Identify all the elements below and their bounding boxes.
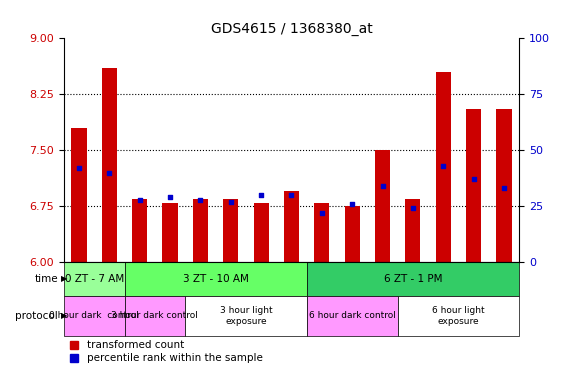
Bar [307, 296, 398, 336]
Bar [125, 296, 185, 336]
Text: 3 ZT - 10 AM: 3 ZT - 10 AM [183, 274, 248, 284]
Point [469, 176, 478, 182]
Bar [436, 72, 451, 262]
Text: 3 hour light
exposure: 3 hour light exposure [220, 306, 272, 326]
Bar [307, 262, 519, 296]
Text: time: time [34, 274, 58, 284]
Text: 0 hour dark  control: 0 hour dark control [49, 311, 139, 320]
Bar [496, 109, 512, 262]
Bar [253, 202, 269, 262]
Text: 0 ZT - 7 AM: 0 ZT - 7 AM [64, 274, 124, 284]
Bar [64, 262, 125, 296]
Point [165, 194, 175, 200]
Text: protocol: protocol [15, 311, 58, 321]
Point [226, 199, 235, 205]
Text: 6 hour dark control: 6 hour dark control [309, 311, 396, 320]
Point [104, 170, 114, 176]
Point [135, 197, 144, 203]
Point [438, 163, 448, 169]
Point [195, 197, 205, 203]
Bar [125, 262, 307, 296]
Bar [132, 199, 147, 262]
Bar [193, 199, 208, 262]
Point [378, 183, 387, 189]
Bar [64, 296, 125, 336]
Bar [314, 202, 329, 262]
Text: 3 hour dark control: 3 hour dark control [111, 311, 198, 320]
Bar [405, 199, 420, 262]
Text: 6 ZT - 1 PM: 6 ZT - 1 PM [383, 274, 442, 284]
Point [287, 192, 296, 198]
Bar [284, 191, 299, 262]
Point [74, 165, 84, 171]
Point [499, 185, 509, 191]
Text: GDS4615 / 1368380_at: GDS4615 / 1368380_at [211, 23, 372, 36]
Bar [223, 199, 238, 262]
Text: 6 hour light
exposure: 6 hour light exposure [432, 306, 485, 326]
Bar [398, 296, 519, 336]
Point [408, 205, 418, 212]
Bar [71, 128, 86, 262]
Point [256, 192, 266, 198]
Text: ▶: ▶ [61, 275, 67, 283]
Bar [375, 150, 390, 262]
Bar [466, 109, 481, 262]
Bar [102, 68, 117, 262]
Bar [162, 202, 177, 262]
Legend: transformed count, percentile rank within the sample: transformed count, percentile rank withi… [69, 339, 264, 364]
Bar [185, 296, 307, 336]
Point [347, 201, 357, 207]
Bar [345, 206, 360, 262]
Point [317, 210, 327, 216]
Text: ▶: ▶ [61, 311, 67, 320]
